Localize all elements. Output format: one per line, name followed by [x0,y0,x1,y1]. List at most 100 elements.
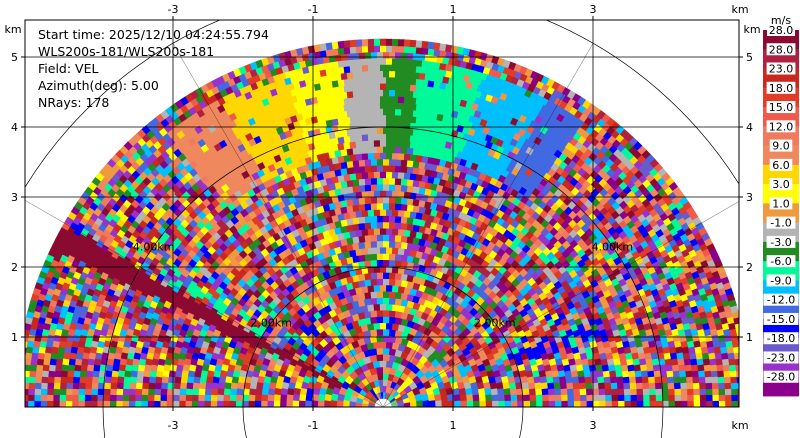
velocity-cell [149,370,157,379]
velocity-cell [709,357,717,366]
velocity-cell [129,370,138,379]
velocity-cell [327,169,336,179]
velocity-cell [457,381,466,390]
velocity-cell [411,128,420,137]
velocity-cell [175,364,184,373]
velocity-cell [642,381,650,390]
velocity-cell [385,171,393,179]
velocity-cell [543,363,552,372]
velocity-cell [426,214,435,223]
velocity-cell [342,59,351,67]
velocity-cell [375,392,381,400]
velocity-cell [273,394,281,402]
velocity-cell [722,363,731,372]
velocity-cell [357,254,366,262]
velocity-cell [40,376,49,385]
velocity-cell [360,152,369,161]
velocity-cell [81,352,90,361]
velocity-cell [357,159,366,167]
velocity-cell [391,228,399,236]
velocity-cell [659,369,668,378]
velocity-cell [229,400,237,407]
velocity-cell [334,349,344,359]
velocity-cell [82,346,91,355]
velocity-cell [55,358,64,367]
velocity-cell [533,375,542,384]
velocity-cell [134,388,143,396]
velocity-cell [385,303,393,311]
velocity-cell [118,364,126,373]
velocity-cell [366,83,375,91]
velocity-cell [382,379,388,387]
velocity-cell [454,400,462,407]
velocity-cell [299,387,308,396]
velocity-cell [351,255,360,264]
velocity-cell [402,83,411,91]
velocity-cell [357,146,366,155]
velocity-cell [123,376,131,385]
velocity-cell [110,370,119,379]
velocity-cell [394,253,402,262]
velocity-cell [394,158,402,167]
velocity-cell [623,381,631,390]
velocity-cell [357,235,366,243]
velocity-cell [686,387,695,396]
velocity-cell [610,345,619,354]
velocity-cell [564,369,573,378]
velocity-cell [258,369,267,378]
velocity-cell [394,221,402,230]
velocity-cell [363,310,372,319]
velocity-cell [272,364,282,373]
velocity-cell [429,92,438,101]
velocity-cell [397,152,405,161]
velocity-cell [145,352,154,361]
velocity-cell [663,351,672,360]
velocity-cell [411,256,420,265]
velocity-cell [571,222,582,233]
velocity-cell [556,363,565,372]
velocity-cell [369,397,377,403]
velocity-cell [420,212,429,222]
velocity-cell [72,382,80,391]
velocity-cell [370,240,377,248]
velocity-cell [351,128,360,136]
velocity-cell [369,70,377,78]
velocity-cell [46,394,54,403]
velocity-cell [277,369,287,378]
velocity-cell [106,358,115,367]
velocity-cell [693,387,701,396]
velocity-cell [210,400,218,407]
velocity-cell [59,388,67,397]
velocity-cell [266,394,275,402]
velocity-cell [143,364,152,373]
velocity-cell [426,137,435,146]
velocity-cell [378,76,386,84]
velocity-cell [443,179,453,189]
velocity-cell [637,400,645,407]
velocity-cell [517,363,526,372]
velocity-cell [360,64,369,72]
velocity-cell [121,400,129,407]
velocity-cell [376,309,383,317]
velocity-cell [201,364,210,373]
velocity-cell [403,286,412,295]
velocity-cell [166,400,174,407]
velocity-cell [288,375,298,384]
velocity-cell [345,275,354,284]
velocity-cell [336,212,345,222]
velocity-cell [254,400,262,407]
velocity-cell [339,283,348,293]
velocity-cell [220,214,230,225]
velocity-cell [414,211,423,220]
velocity-cell [390,388,397,396]
velocity-cell [154,340,164,349]
velocity-cell [440,165,450,175]
velocity-cell [71,388,79,397]
velocity-cell [369,367,378,376]
velocity-cell [366,209,375,217]
velocity-cell [691,369,700,378]
velocity-cell [409,400,418,407]
velocity-cell [315,114,324,123]
velocity-cell [586,351,595,360]
velocity-cell [287,381,296,390]
